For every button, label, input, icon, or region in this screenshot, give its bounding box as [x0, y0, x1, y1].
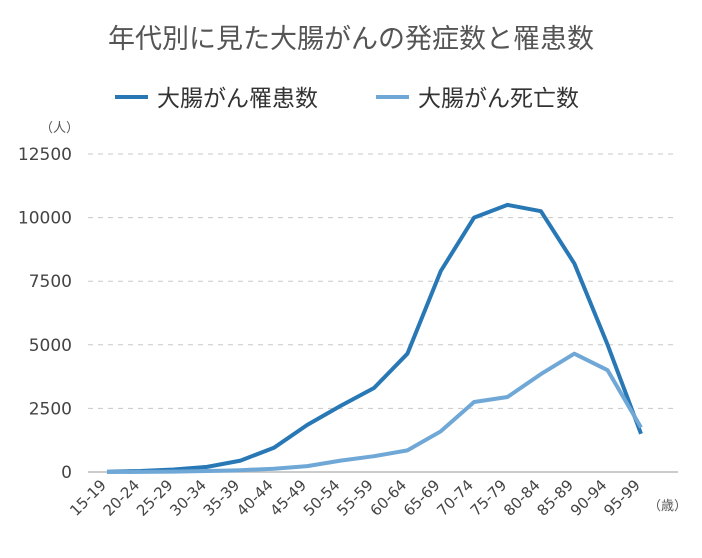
x-tick-label: 40-44 — [233, 476, 277, 520]
x-tick-label: 35-39 — [200, 476, 244, 520]
series-line-mortality — [106, 351, 643, 474]
y-axis: 0 2500 5000 7500 10000 12500 — [18, 145, 72, 483]
legend: 大腸がん罹患数 大腸がん死亡数 — [115, 86, 579, 112]
x-tick-label: 45-49 — [267, 476, 311, 520]
x-tick-label: 65-69 — [400, 476, 444, 520]
x-tick-label: 55-59 — [333, 476, 377, 520]
x-tick-label: 25-29 — [133, 476, 177, 520]
chart-title: 年代別に見た大腸がんの発症数と罹患数 — [108, 24, 594, 55]
series-line-incidence — [106, 202, 643, 474]
x-tick-label: 30-34 — [166, 476, 210, 520]
x-tick-label: 80-84 — [500, 476, 544, 520]
legend-label-mortality: 大腸がん死亡数 — [418, 86, 579, 112]
grid — [88, 153, 678, 473]
x-unit-label: （歳） — [648, 499, 687, 514]
y-unit-label: （人） — [40, 121, 79, 136]
y-tick-label: 5000 — [29, 336, 72, 356]
x-tick-label: 20-24 — [100, 476, 144, 520]
y-tick-label: 10000 — [18, 209, 72, 229]
y-tick-label: 0 — [61, 463, 72, 483]
x-tick-label: 90-94 — [567, 476, 611, 520]
x-tick-label: 15-19 — [66, 476, 110, 520]
x-tick-label: 85-89 — [534, 476, 578, 520]
y-tick-label: 12500 — [18, 145, 72, 165]
x-tick-label: 75-79 — [467, 476, 511, 520]
x-tick-label: 95-99 — [600, 476, 644, 520]
series-lines — [106, 202, 643, 474]
y-tick-label: 7500 — [29, 272, 72, 292]
legend-label-incidence: 大腸がん罹患数 — [157, 86, 318, 112]
y-tick-label: 2500 — [29, 399, 72, 419]
x-tick-label: 60-64 — [367, 476, 411, 520]
x-axis: 15-1920-2425-2930-3435-3940-4445-4950-54… — [66, 476, 644, 520]
x-tick-label: 50-54 — [300, 476, 344, 520]
x-tick-label: 70-74 — [433, 476, 477, 520]
